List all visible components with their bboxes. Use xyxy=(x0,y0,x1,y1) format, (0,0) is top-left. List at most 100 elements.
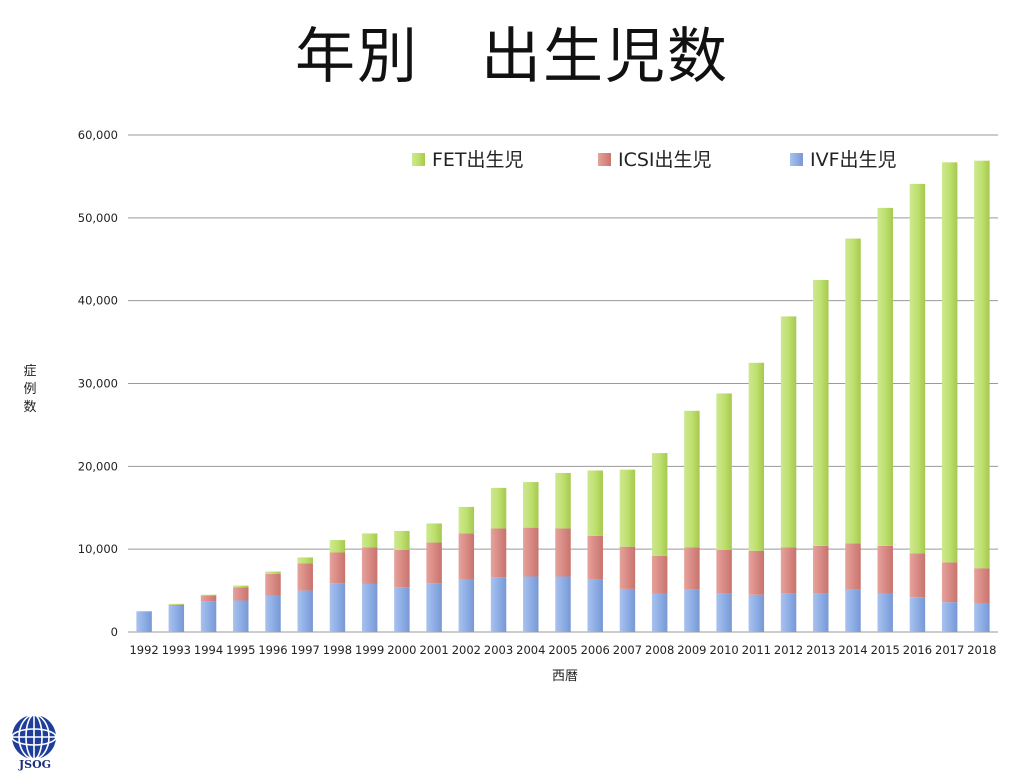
bar-segment xyxy=(909,597,926,632)
bar-segment xyxy=(523,527,539,577)
y-tick-label: 30,000 xyxy=(78,377,118,391)
bar-segment xyxy=(877,593,893,632)
legend-label: ICSI出生児 xyxy=(618,149,712,171)
y-tick-label: 20,000 xyxy=(78,459,118,473)
bar-segment xyxy=(426,523,442,543)
bar-segment xyxy=(748,594,765,632)
bar-segment xyxy=(490,577,507,632)
x-tick-label: 1995 xyxy=(226,643,255,657)
x-tick-label: 2013 xyxy=(806,643,835,657)
x-tick-label: 2015 xyxy=(871,643,900,657)
bar-segment xyxy=(297,563,313,591)
bar-segment xyxy=(394,530,410,550)
x-tick-label: 2009 xyxy=(677,643,706,657)
bar-segment xyxy=(555,576,571,632)
bar-segment xyxy=(748,362,765,551)
bar-segment xyxy=(845,589,861,632)
x-tick-label: 2004 xyxy=(516,643,545,657)
bar-segment xyxy=(265,571,281,575)
y-axis-ticks: 0 10,000 20,000 30,000 40,000 50,000 60,000 xyxy=(78,128,118,639)
bar-segment xyxy=(233,600,249,632)
x-tick-label: 2010 xyxy=(709,643,738,657)
x-tick-label: 2018 xyxy=(967,643,996,657)
bar-segment xyxy=(651,555,668,594)
x-tick-label: 1992 xyxy=(129,643,158,657)
bar-segment xyxy=(265,595,281,632)
bar-segment xyxy=(394,549,410,588)
page-title: 年別 出生児数 xyxy=(295,22,729,92)
y-tick-label: 40,000 xyxy=(78,294,118,308)
bar-segment xyxy=(297,557,313,564)
bar-segment xyxy=(233,587,249,601)
stacked-bar-chart: 0 10,000 20,000 30,000 40,000 50,000 60,000 19… xyxy=(23,128,998,684)
y-tick-label: 60,000 xyxy=(78,128,118,142)
bars xyxy=(136,160,990,632)
bar-segment xyxy=(168,603,185,605)
bar-segment xyxy=(458,506,475,534)
bar-segment xyxy=(587,470,603,536)
bar-segment xyxy=(780,547,797,594)
x-tick-label: 2005 xyxy=(548,643,577,657)
x-axis-label: 西暦 xyxy=(552,669,578,684)
bar-segment xyxy=(909,553,926,598)
x-tick-label: 2002 xyxy=(452,643,481,657)
x-tick-label: 2017 xyxy=(935,643,964,657)
bar-segment xyxy=(941,562,958,603)
bar-segment xyxy=(974,603,990,632)
bar-segment xyxy=(168,604,185,606)
y-tick-label: 50,000 xyxy=(78,211,118,225)
bar-segment xyxy=(684,547,700,590)
bar-segment xyxy=(168,605,185,632)
legend: FET出生児 ICSI出生児 IVF出生児 xyxy=(412,149,897,171)
bar-segment xyxy=(426,542,442,584)
bar-segment xyxy=(716,549,732,594)
x-tick-label: 1997 xyxy=(291,643,320,657)
bar-segment xyxy=(619,546,636,589)
bar-segment xyxy=(587,535,603,580)
bar-segment xyxy=(716,393,732,550)
x-tick-label: 1993 xyxy=(162,643,191,657)
y-tick-label: 10,000 xyxy=(78,542,118,556)
legend-label: FET出生児 xyxy=(432,149,524,171)
legend-swatch xyxy=(412,153,425,166)
legend-swatch xyxy=(790,153,803,166)
bar-segment xyxy=(909,183,926,554)
bar-segment xyxy=(555,472,571,529)
bar-segment xyxy=(684,410,700,548)
bar-segment xyxy=(233,585,249,588)
bar-segment xyxy=(523,482,539,528)
x-tick-label: 2007 xyxy=(613,643,642,657)
bar-segment xyxy=(200,594,217,596)
bar-segment xyxy=(877,207,893,546)
x-tick-label: 2006 xyxy=(581,643,610,657)
legend-swatch xyxy=(598,153,611,166)
bar-segment xyxy=(329,552,346,584)
bar-segment xyxy=(748,550,765,595)
bar-segment xyxy=(458,533,475,579)
bar-segment xyxy=(716,593,732,632)
bar-segment xyxy=(265,574,281,596)
x-tick-label: 2000 xyxy=(387,643,416,657)
bar-segment xyxy=(458,578,475,632)
bar-segment xyxy=(361,583,378,632)
y-tick-label: 0 xyxy=(111,625,118,639)
bar-segment xyxy=(329,540,346,553)
bar-segment xyxy=(974,160,990,569)
bar-segment xyxy=(619,469,636,547)
y-axis-label-char: 例 xyxy=(23,382,36,397)
legend-label: IVF出生児 xyxy=(810,149,897,171)
bar-segment xyxy=(813,593,829,632)
bar-segment xyxy=(329,583,346,632)
x-tick-label: 1996 xyxy=(258,643,287,657)
bar-segment xyxy=(297,590,313,632)
bar-segment xyxy=(361,547,378,584)
bar-segment xyxy=(780,593,797,632)
bar-segment xyxy=(974,568,990,604)
bar-segment xyxy=(877,545,893,594)
x-tick-label: 1999 xyxy=(355,643,384,657)
x-tick-label: 2011 xyxy=(742,643,771,657)
x-tick-label: 2016 xyxy=(903,643,932,657)
bar-segment xyxy=(780,316,797,548)
bar-segment xyxy=(200,595,217,602)
y-axis-label-char: 数 xyxy=(23,400,36,415)
